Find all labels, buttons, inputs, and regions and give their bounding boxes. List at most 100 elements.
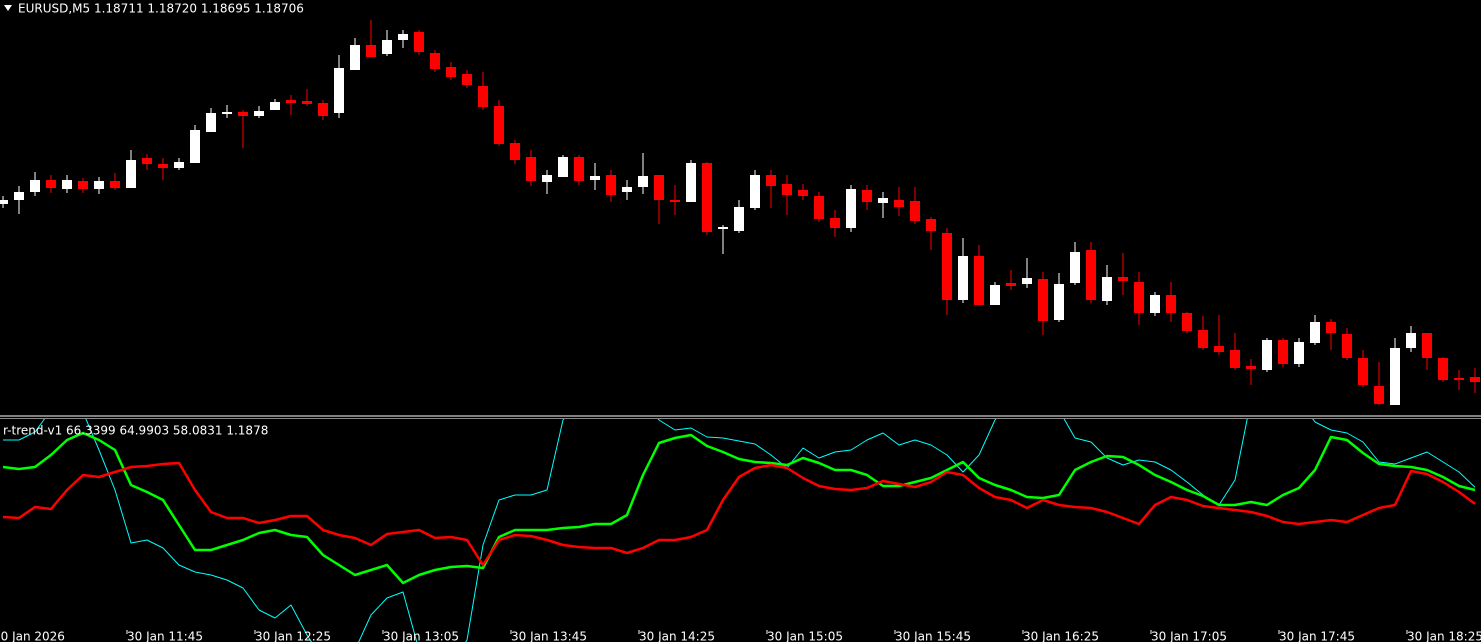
candle-body (510, 143, 520, 160)
candle-body (350, 45, 360, 70)
indicator-pane (2, 419, 1476, 642)
candle-body (190, 130, 200, 163)
candle-body (846, 189, 856, 228)
candle-body (1006, 283, 1016, 286)
candle-body (1198, 330, 1208, 348)
candle-body (1454, 378, 1464, 380)
candle-body (398, 34, 408, 40)
candle-body (1182, 313, 1192, 331)
symbol-header: EURUSD,M5 1.18711 1.18720 1.18695 1.1870… (18, 2, 304, 16)
candle-body (670, 200, 680, 202)
indicator-line (3, 419, 1476, 642)
candle-body (1118, 277, 1128, 281)
candle-body (702, 163, 712, 232)
candle-body (590, 176, 600, 180)
candle-body (382, 40, 392, 54)
candle-body (174, 162, 184, 168)
candle-body (318, 103, 328, 116)
indicator-line (2, 431, 1476, 585)
candle-body (878, 198, 888, 203)
candle-body (110, 181, 120, 188)
collapse-triangle[interactable] (4, 5, 12, 11)
candle-body (1086, 250, 1096, 300)
time-label: 30 Jan 15:45 (895, 630, 971, 642)
candle-body (718, 227, 728, 229)
candle-body (366, 45, 376, 57)
candle-body (30, 180, 40, 192)
candle-body (622, 187, 632, 192)
candle-body (686, 163, 696, 202)
candle-body (1278, 340, 1288, 364)
candle-body (1406, 333, 1416, 348)
time-label: 30 Jan 13:05 (383, 630, 459, 642)
candle-body (526, 157, 536, 181)
candle-body (1310, 322, 1320, 343)
candle-body (222, 112, 232, 114)
candle-body (798, 190, 808, 196)
candle-body (830, 218, 840, 228)
candle-body (1102, 277, 1112, 301)
time-label: 30 Jan 2026 (0, 630, 65, 642)
time-label: 30 Jan 18:25 (1407, 630, 1481, 642)
indicator-header: r-trend-v1 66.3399 64.9903 58.0831 1.187… (3, 424, 268, 438)
time-label: 30 Jan 17:45 (1279, 630, 1355, 642)
candle-body (862, 190, 872, 202)
candle-body (654, 175, 664, 200)
candle-body (94, 181, 104, 189)
time-label: 30 Jan 16:25 (1023, 630, 1099, 642)
candle-body (750, 175, 760, 208)
candle-body (558, 157, 568, 177)
candle-body (910, 201, 920, 221)
candle-body (1374, 386, 1384, 404)
candle-body (430, 53, 440, 69)
candle-body (1262, 340, 1272, 370)
time-label: 30 Jan 15:05 (767, 630, 843, 642)
candle-body (974, 256, 984, 305)
candle-body (254, 111, 264, 116)
candle-body (126, 160, 136, 188)
candle-body (158, 164, 168, 168)
price-pane (0, 20, 1480, 405)
time-label: 30 Jan 12:25 (255, 630, 331, 642)
candle-body (942, 233, 952, 300)
candle-body (1438, 358, 1448, 380)
candle-body (1134, 282, 1144, 313)
candle-body (238, 112, 248, 116)
candle-body (1342, 334, 1352, 358)
candle-body (1150, 295, 1160, 313)
candle-body (14, 192, 24, 200)
candle-body (1214, 346, 1224, 352)
candle-body (638, 176, 648, 187)
candle-body (926, 219, 936, 231)
candle-body (894, 200, 904, 207)
candle-body (270, 102, 280, 110)
candle-body (782, 184, 792, 195)
candle-body (0, 200, 8, 204)
time-label: 30 Jan 17:05 (1151, 630, 1227, 642)
candle-body (1038, 279, 1048, 321)
candle-body (478, 86, 488, 107)
candle-body (734, 207, 744, 231)
candle-body (462, 74, 472, 85)
candle-body (142, 158, 152, 164)
candle-body (334, 68, 344, 113)
candle-body (814, 196, 824, 219)
candle-body (1246, 366, 1256, 369)
candle-body (1294, 342, 1304, 364)
candle-body (958, 256, 968, 300)
time-label: 30 Jan 11:45 (127, 630, 203, 642)
candle-body (446, 67, 456, 77)
candle-body (286, 100, 296, 103)
indicator-line (2, 461, 1476, 567)
candle-body (542, 175, 552, 182)
candle-body (1422, 333, 1432, 358)
candle-body (574, 157, 584, 181)
time-label: 30 Jan 14:25 (639, 630, 715, 642)
candle-body (1390, 348, 1400, 405)
candle-body (1166, 295, 1176, 313)
candle-body (1358, 358, 1368, 385)
candle-body (1070, 252, 1080, 283)
